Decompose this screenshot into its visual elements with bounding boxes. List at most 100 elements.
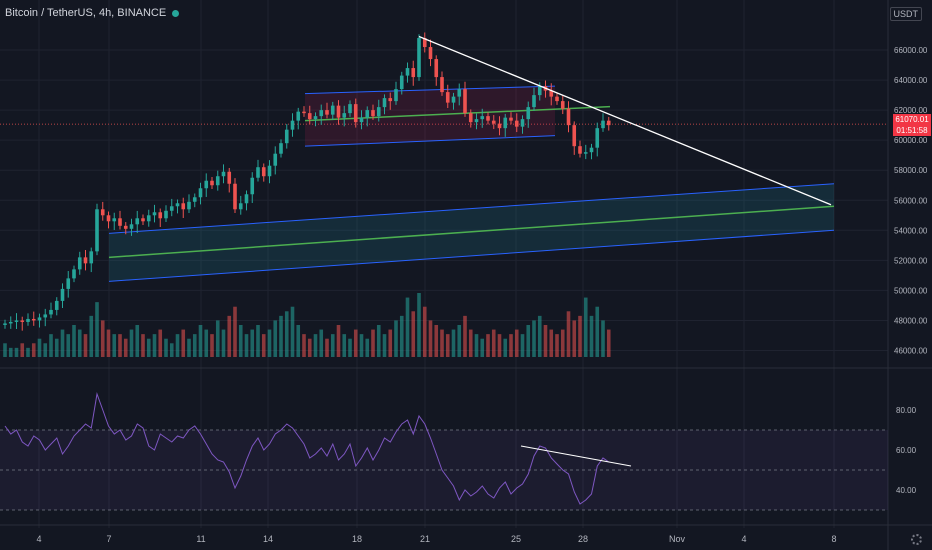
candle-body — [411, 68, 416, 78]
volume-bar — [560, 329, 565, 357]
bar-countdown-label: 01:51:58 — [893, 125, 931, 136]
candle-body — [497, 123, 502, 129]
price-tick-label: 50000.00 — [894, 286, 928, 295]
candle-body — [37, 317, 42, 321]
channel-middle-line — [108, 205, 835, 259]
candle-body — [595, 128, 600, 148]
range-box-lower-line — [304, 135, 556, 147]
channel-lower-line — [108, 229, 835, 282]
volume-bar — [307, 338, 312, 357]
candle-body — [14, 320, 19, 322]
volume-bar — [3, 343, 7, 357]
candle-body — [330, 105, 335, 115]
candle-body — [434, 59, 439, 78]
candle-body — [555, 96, 559, 102]
volume-bar — [302, 334, 306, 357]
volume-bar — [8, 347, 13, 357]
volume-bar — [520, 334, 525, 357]
candle-body — [491, 120, 496, 124]
candle-body — [250, 177, 255, 195]
time-tick-label: 7 — [106, 534, 111, 544]
candle-body — [583, 152, 588, 154]
time-tick-label: 18 — [352, 534, 362, 544]
volume-bar — [348, 338, 352, 357]
candle-body — [526, 107, 531, 120]
candle-body — [284, 129, 289, 144]
candle-body — [175, 203, 180, 207]
candle-body — [77, 257, 82, 270]
price-tick-label: 64000.00 — [894, 76, 928, 85]
volume-bar — [445, 334, 450, 357]
candle-body — [215, 176, 220, 186]
volume-bar — [434, 325, 439, 357]
candle-body — [261, 167, 266, 177]
volume-bar — [187, 338, 191, 357]
candle-body — [158, 212, 163, 219]
candle-body — [72, 269, 76, 279]
price-tick-label: 54000.00 — [894, 226, 928, 235]
candle-body — [227, 171, 232, 184]
market-status-dot — [172, 9, 180, 17]
candle-body — [279, 143, 283, 154]
volume-bar — [336, 325, 341, 357]
candle-body — [273, 153, 278, 166]
candle-body — [325, 110, 329, 115]
time-tick-label: 21 — [420, 534, 430, 544]
candle-body — [348, 104, 352, 114]
volume-bar — [325, 338, 329, 357]
price-tick-label: 66000.00 — [894, 46, 928, 55]
volume-bar — [112, 334, 117, 357]
time-tick-label: 25 — [511, 534, 521, 544]
volume-bar — [238, 325, 243, 357]
candle-body — [106, 215, 111, 222]
volume-bar — [583, 297, 588, 357]
volume-bar — [319, 329, 324, 357]
volume-bar — [152, 334, 157, 357]
candle-body — [353, 104, 358, 123]
volume-bar — [233, 306, 237, 357]
candle-body — [210, 180, 214, 186]
price-tick-label: 46000.00 — [894, 346, 928, 355]
candle-body — [474, 119, 479, 123]
volume-bar — [394, 320, 398, 357]
gear-icon[interactable] — [911, 534, 922, 545]
candle-body — [336, 105, 341, 118]
time-tick-label: 28 — [578, 534, 588, 544]
candle-body — [503, 117, 508, 129]
candle-body — [422, 38, 427, 48]
volume-bar — [468, 329, 473, 357]
candle-body — [49, 309, 53, 315]
volume-bar — [60, 329, 65, 357]
candle-body — [95, 209, 99, 252]
volume-bar — [210, 334, 214, 357]
volume-bar — [215, 320, 220, 357]
candle-body — [83, 257, 88, 264]
volume-bar — [601, 320, 605, 357]
volume-bar — [273, 320, 278, 357]
candle-body — [123, 225, 128, 229]
symbol-title[interactable]: Bitcoin / TetherUS, 4h, BINANCE — [5, 7, 180, 19]
candle-body — [89, 251, 94, 264]
volume-bar — [158, 329, 163, 357]
volume-bar — [290, 306, 295, 357]
price-tick-label: 48000.00 — [894, 316, 928, 325]
candle-body — [313, 116, 318, 120]
volume-bar — [451, 329, 456, 357]
candle-body — [532, 95, 536, 108]
candle-body — [566, 108, 571, 126]
candle-body — [319, 110, 324, 117]
candle-body — [560, 101, 565, 109]
candle-body — [405, 68, 410, 76]
volume-bar — [14, 347, 19, 357]
volume-bar — [123, 338, 128, 357]
volume-bar — [89, 315, 94, 357]
volume-bar — [54, 338, 59, 357]
candle-body — [394, 89, 398, 102]
candle-body — [129, 224, 134, 229]
currency-label[interactable]: USDT — [889, 7, 922, 21]
volume-bar — [353, 329, 358, 357]
candle-body — [399, 75, 404, 90]
candle-body — [296, 111, 301, 121]
candle-body — [417, 38, 421, 78]
